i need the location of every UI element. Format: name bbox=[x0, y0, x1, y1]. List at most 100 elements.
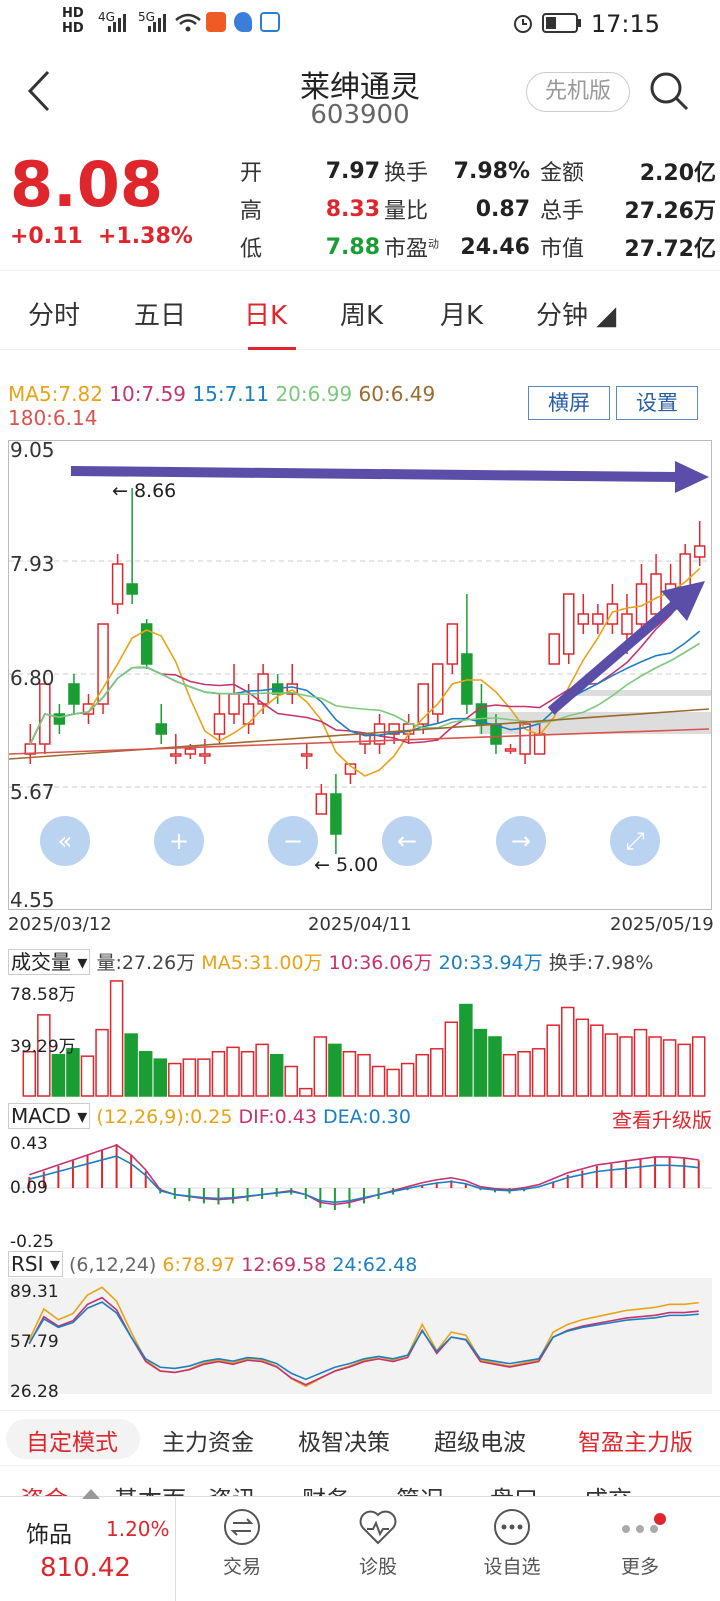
y-label-min: 4.55 bbox=[10, 888, 55, 912]
rsi-y-mid: 57.79 bbox=[10, 1332, 59, 1352]
stat-value: 24.46 bbox=[460, 234, 530, 260]
chart-control-button[interactable] bbox=[40, 816, 90, 866]
app-notification-icon bbox=[260, 12, 280, 32]
candle bbox=[242, 703, 255, 725]
chart-control-button[interactable] bbox=[154, 816, 204, 866]
macd-chart bbox=[8, 1144, 712, 1210]
rsi-chart bbox=[8, 1278, 712, 1394]
candle bbox=[475, 703, 488, 725]
volume-bar bbox=[66, 1048, 80, 1097]
volume-bar bbox=[37, 1014, 51, 1097]
candle bbox=[97, 623, 109, 705]
date-mid: 2025/04/11 bbox=[308, 914, 412, 935]
volume-bar bbox=[633, 1028, 648, 1097]
candle bbox=[417, 683, 429, 725]
volume-bar bbox=[517, 1051, 531, 1097]
candle bbox=[330, 793, 342, 835]
tab-5[interactable]: 分钟 ◢ bbox=[536, 301, 617, 331]
volume-bar bbox=[182, 1058, 197, 1097]
nav-add-watchlist[interactable]: 设自选 bbox=[462, 1507, 562, 1579]
volume-bar bbox=[284, 1065, 298, 1097]
tab-main-fund[interactable]: 主力资金 bbox=[162, 1430, 254, 1456]
candle bbox=[432, 663, 444, 715]
rsi-y-max: 89.31 bbox=[10, 1282, 59, 1302]
trade-icon bbox=[224, 1509, 260, 1545]
volume-bar bbox=[342, 1051, 357, 1097]
volume-bar bbox=[51, 1053, 66, 1097]
ma60-line bbox=[8, 708, 710, 760]
tab-custom-mode[interactable]: 自定模式 bbox=[26, 1430, 118, 1456]
kline-chart[interactable]: « + − ← → ⤢ bbox=[8, 440, 712, 910]
candle bbox=[111, 563, 124, 605]
search-icon[interactable] bbox=[648, 70, 690, 112]
diagnose-icon bbox=[359, 1510, 397, 1545]
macd-y-mid: 0.09 bbox=[10, 1178, 48, 1198]
signal-icon bbox=[148, 14, 166, 32]
stat-value: 2.20亿 bbox=[639, 161, 716, 186]
rsi-selector[interactable]: RSI ▾ bbox=[8, 1251, 63, 1277]
stat-label: 开 bbox=[240, 161, 263, 186]
stat-label: 换手 bbox=[384, 161, 429, 186]
chart-control-button[interactable] bbox=[382, 816, 432, 866]
volume-bar bbox=[109, 980, 124, 1097]
index-pct: 1.20% bbox=[106, 1517, 170, 1541]
low-marker: ← 5.00 bbox=[314, 854, 379, 876]
stat-label: 高 bbox=[240, 199, 263, 224]
signal-4g-icon: 4G bbox=[98, 10, 115, 24]
volume-bar bbox=[22, 1051, 37, 1097]
tab-4[interactable]: 月K bbox=[440, 301, 484, 331]
tab-super-wave[interactable]: 超级电波 bbox=[434, 1430, 526, 1456]
volume-bar bbox=[531, 1048, 546, 1097]
candle bbox=[199, 753, 211, 757]
tab-0[interactable]: 分时 bbox=[28, 301, 81, 331]
volume-bar bbox=[80, 1055, 95, 1097]
index-value: 810.42 bbox=[40, 1553, 131, 1583]
volume-selector[interactable]: 成交量 ▾ bbox=[8, 949, 91, 975]
more-dots-circle-icon bbox=[494, 1509, 530, 1545]
ma-legend: MA5:7.82 10:7.59 15:7.11 20:6.99 60:6.49… bbox=[8, 382, 435, 430]
landscape-button[interactable]: 横屏 bbox=[528, 386, 610, 420]
chart-control-icon: → bbox=[511, 827, 531, 855]
stock-code: 603900 bbox=[310, 100, 410, 130]
quote-stats: 开 7.97 换手 7.98% 金额 2.20亿高 8.33 量比 0.87 总手 27.26万低 7… bbox=[240, 152, 716, 266]
y-label: 6.80 bbox=[10, 666, 55, 690]
stat-label: 市盈动 bbox=[384, 237, 440, 262]
nav-trade[interactable]: 交易 bbox=[192, 1507, 292, 1579]
tab-3[interactable]: 周K bbox=[340, 301, 384, 331]
index-ticker[interactable]: 饰品 1.20% 810.42 bbox=[0, 1489, 176, 1601]
tab-smart-decision[interactable]: 极智决策 bbox=[298, 1430, 390, 1456]
ma180-line bbox=[8, 728, 710, 755]
volume-bar bbox=[138, 1051, 153, 1097]
tab-zhiying[interactable]: 智盈主力版 bbox=[578, 1430, 693, 1456]
volume-legend: 成交量 ▾ 量:27.26万 MA5:31.00万 10:36.06万 20:3… bbox=[8, 946, 653, 975]
stat-value: 7.88 bbox=[325, 234, 380, 260]
nav-more[interactable]: 更多 bbox=[590, 1507, 690, 1579]
candle bbox=[53, 713, 66, 725]
ma5-value: MA5:7.82 bbox=[8, 382, 103, 406]
ma20-line bbox=[29, 642, 701, 745]
volume-bar bbox=[560, 1006, 575, 1097]
candle bbox=[606, 603, 619, 625]
app-notification-icon bbox=[206, 12, 226, 32]
back-icon[interactable] bbox=[26, 70, 52, 112]
tab-1[interactable]: 五日 bbox=[134, 301, 187, 331]
macd-selector[interactable]: MACD ▾ bbox=[8, 1103, 91, 1129]
nav-diagnose[interactable]: 诊股 bbox=[328, 1507, 428, 1579]
volume-bar bbox=[269, 1053, 284, 1097]
volume-bar bbox=[473, 1028, 488, 1097]
chart-control-button[interactable] bbox=[496, 816, 546, 866]
volume-bar bbox=[604, 1033, 619, 1097]
candle bbox=[562, 593, 575, 655]
volume-bar bbox=[400, 1062, 415, 1097]
volume-bar bbox=[240, 1051, 255, 1097]
ma20-value: 20:6.99 bbox=[275, 382, 353, 406]
settings-button[interactable]: 设置 bbox=[616, 386, 698, 420]
chart-control-icon: « bbox=[58, 827, 73, 855]
chart-control-button[interactable] bbox=[610, 816, 660, 866]
chart-control-button[interactable] bbox=[268, 816, 318, 866]
upgrade-link[interactable]: 查看升级版 bbox=[612, 1108, 712, 1132]
tab-2[interactable]: 日K bbox=[244, 301, 288, 331]
candle bbox=[315, 793, 328, 815]
clock: 17:15 bbox=[590, 10, 660, 38]
version-button[interactable]: 先机版 bbox=[526, 72, 630, 112]
